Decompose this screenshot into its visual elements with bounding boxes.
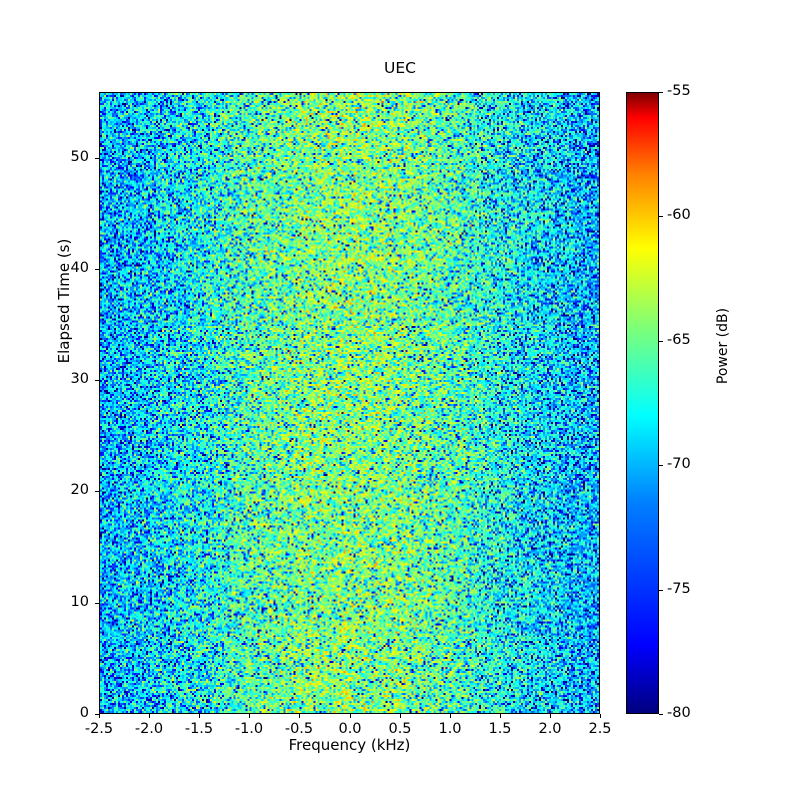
y-axis-label: Elapsed Time (s) [55,238,73,364]
x-tick-label: 0.0 [338,721,362,737]
y-tick-label: 0 [79,705,89,721]
colorbar-tick-mark [659,216,663,217]
x-axis-label: Frequency (kHz) [288,736,411,754]
y-tick-mark [95,158,99,159]
y-tick-mark [95,380,99,381]
x-tick-mark [149,714,150,718]
x-tick-label: -0.5 [284,721,314,737]
y-tick-label: 10 [70,594,89,610]
colorbar-tick-label: -75 [667,581,691,597]
y-tick-mark [95,491,99,492]
x-tick-mark [249,714,250,718]
colorbar-tick-mark [659,341,663,342]
colorbar-tick-mark [659,714,663,715]
colorbar-tick-mark [659,92,663,93]
y-tick-label: 40 [70,260,89,276]
x-tick-label: -2.5 [84,721,114,737]
colorbar-tick-label: -65 [667,332,691,348]
x-tick-mark [550,714,551,718]
x-tick-label: 2.5 [588,721,612,737]
x-tick-label: 0.5 [388,721,412,737]
y-tick-label: 20 [70,482,89,498]
colorbar-tick-label: -60 [667,207,691,223]
y-tick-label: 30 [70,371,89,387]
y-tick-label: 50 [70,149,89,165]
x-tick-mark [500,714,501,718]
x-tick-mark [600,714,601,718]
spectrogram-axes[interactable] [99,92,600,714]
x-tick-label: -2.0 [134,721,164,737]
y-tick-mark [95,714,99,715]
colorbar[interactable] [626,92,659,714]
x-tick-mark [400,714,401,718]
x-tick-mark [99,714,100,718]
colorbar-tick-mark [659,590,663,591]
x-tick-mark [299,714,300,718]
x-tick-label: -1.5 [184,721,214,737]
x-tick-label: 1.5 [488,721,512,737]
x-tick-mark [450,714,451,718]
colorbar-gradient [627,93,658,713]
title-station: UEC [384,59,416,77]
colorbar-tick-label: -55 [667,83,691,99]
x-tick-mark [350,714,351,718]
colorbar-tick-mark [659,465,663,466]
x-tick-label: -1.0 [234,721,264,737]
colorbar-tick-label: -80 [667,705,691,721]
x-tick-label: 1.0 [438,721,462,737]
x-tick-label: 2.0 [538,721,562,737]
y-tick-mark [95,269,99,270]
x-tick-mark [199,714,200,718]
spectrogram-image [100,93,599,713]
y-tick-mark [95,603,99,604]
colorbar-label: Power (dB) [715,307,731,385]
colorbar-tick-label: -70 [667,456,691,472]
